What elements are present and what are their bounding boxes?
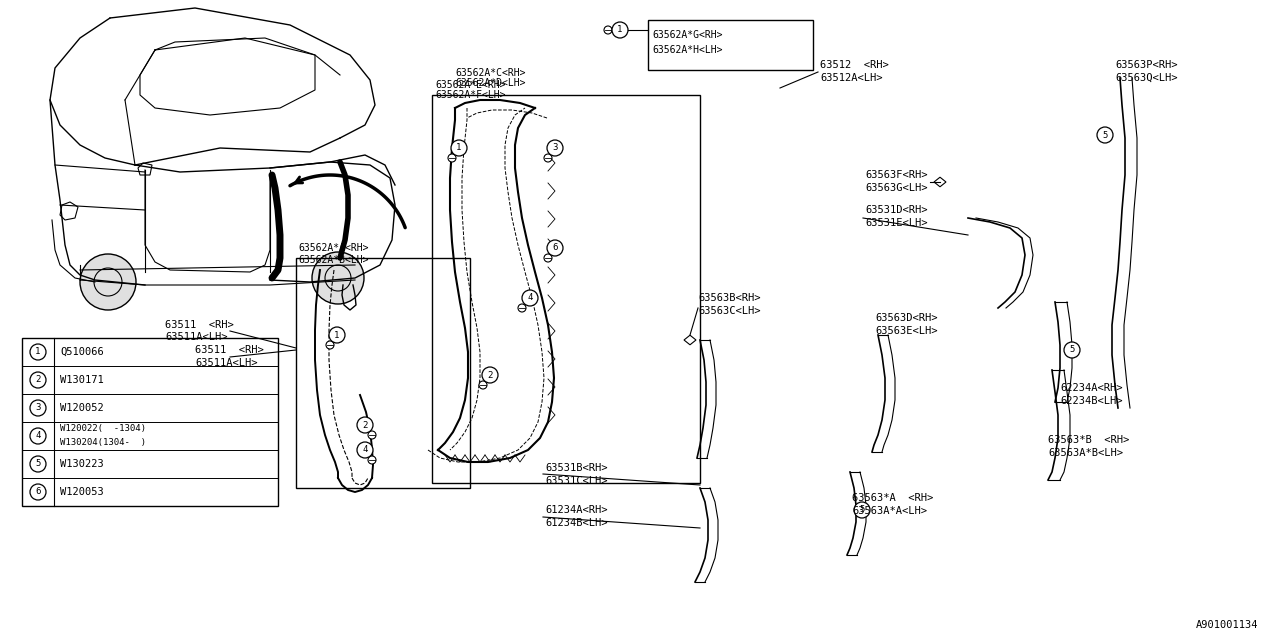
Text: 63531B<RH>: 63531B<RH> — [545, 463, 608, 473]
Circle shape — [1097, 127, 1114, 143]
Circle shape — [29, 484, 46, 500]
Circle shape — [448, 154, 456, 162]
Text: 4: 4 — [527, 294, 532, 303]
Text: 5: 5 — [1069, 346, 1075, 355]
Circle shape — [451, 140, 467, 156]
Text: 63562A*E<RH>: 63562A*E<RH> — [435, 80, 506, 90]
Text: 2: 2 — [362, 420, 367, 429]
Text: 61234A<RH>: 61234A<RH> — [545, 505, 608, 515]
Text: 5: 5 — [859, 506, 865, 515]
Text: 63563F<RH>: 63563F<RH> — [865, 170, 928, 180]
Circle shape — [547, 240, 563, 256]
Text: W120052: W120052 — [60, 403, 104, 413]
Circle shape — [483, 367, 498, 383]
Circle shape — [604, 26, 612, 34]
Text: 63563A*B<LH>: 63563A*B<LH> — [1048, 448, 1123, 458]
Text: Q510066: Q510066 — [60, 347, 104, 357]
Text: 63562A*D<LH>: 63562A*D<LH> — [454, 78, 526, 88]
Circle shape — [29, 372, 46, 388]
Text: W120022(  -1304): W120022( -1304) — [60, 424, 146, 433]
Circle shape — [522, 290, 538, 306]
Text: 63562A*H<LH>: 63562A*H<LH> — [652, 45, 722, 55]
Text: 63512A<LH>: 63512A<LH> — [820, 73, 882, 83]
Circle shape — [29, 428, 46, 444]
Bar — [433, 95, 700, 483]
Text: 63511A<LH>: 63511A<LH> — [195, 358, 257, 368]
Text: 63563C<LH>: 63563C<LH> — [698, 306, 760, 316]
Text: 4: 4 — [36, 431, 41, 440]
Circle shape — [326, 341, 334, 349]
Text: 63563G<LH>: 63563G<LH> — [865, 183, 928, 193]
Text: W130223: W130223 — [60, 459, 104, 469]
Bar — [296, 258, 470, 488]
Circle shape — [1064, 342, 1080, 358]
Text: 63563Q<LH>: 63563Q<LH> — [1115, 73, 1178, 83]
Text: 63563*A  <RH>: 63563*A <RH> — [852, 493, 933, 503]
Text: 1: 1 — [36, 348, 41, 356]
Text: 63562A*B<LH>: 63562A*B<LH> — [298, 255, 369, 265]
Text: 63563A*A<LH>: 63563A*A<LH> — [852, 506, 927, 516]
Text: 1: 1 — [456, 143, 462, 152]
Circle shape — [329, 327, 346, 343]
Circle shape — [479, 381, 486, 389]
Circle shape — [547, 140, 563, 156]
Text: 2: 2 — [488, 371, 493, 380]
Text: 63562A*F<LH>: 63562A*F<LH> — [435, 90, 506, 100]
Text: W130171: W130171 — [60, 375, 104, 385]
Text: 1: 1 — [334, 330, 339, 339]
Text: 63563B<RH>: 63563B<RH> — [698, 293, 760, 303]
Text: 6: 6 — [552, 243, 558, 253]
Text: 63511  <RH>: 63511 <RH> — [165, 320, 234, 330]
Text: 6: 6 — [36, 488, 41, 497]
Circle shape — [29, 456, 46, 472]
Text: 63512  <RH>: 63512 <RH> — [820, 60, 888, 70]
Text: 63531D<RH>: 63531D<RH> — [865, 205, 928, 215]
Text: 1: 1 — [617, 26, 622, 35]
Circle shape — [854, 502, 870, 518]
Text: 63563P<RH>: 63563P<RH> — [1115, 60, 1178, 70]
Text: 63563E<LH>: 63563E<LH> — [876, 326, 937, 336]
Bar — [648, 20, 813, 70]
Circle shape — [29, 400, 46, 416]
Bar — [22, 338, 278, 506]
Circle shape — [544, 154, 552, 162]
Circle shape — [518, 304, 526, 312]
Text: 63531E<LH>: 63531E<LH> — [865, 218, 928, 228]
Circle shape — [79, 254, 136, 310]
Circle shape — [369, 431, 376, 439]
Text: W120053: W120053 — [60, 487, 104, 497]
Circle shape — [357, 417, 372, 433]
Text: 5: 5 — [36, 460, 41, 468]
Text: 4: 4 — [362, 445, 367, 454]
Text: W130204(1304-  ): W130204(1304- ) — [60, 438, 146, 447]
Text: 63531C<LH>: 63531C<LH> — [545, 476, 608, 486]
Text: 62234B<LH>: 62234B<LH> — [1060, 396, 1123, 406]
Text: 5: 5 — [1102, 131, 1107, 140]
Text: 63511A<LH>: 63511A<LH> — [165, 332, 228, 342]
Text: 3: 3 — [552, 143, 558, 152]
Text: 63511  <RH>: 63511 <RH> — [195, 345, 264, 355]
Text: 63562A*G<RH>: 63562A*G<RH> — [652, 30, 722, 40]
Circle shape — [612, 22, 628, 38]
Text: 3: 3 — [36, 403, 41, 413]
Text: 2: 2 — [36, 376, 41, 385]
Text: 61234B<LH>: 61234B<LH> — [545, 518, 608, 528]
Text: 63562A*A<RH>: 63562A*A<RH> — [298, 243, 369, 253]
Circle shape — [544, 254, 552, 262]
Circle shape — [357, 442, 372, 458]
Circle shape — [312, 252, 364, 304]
Text: 63563*B  <RH>: 63563*B <RH> — [1048, 435, 1129, 445]
Text: 63562A*C<RH>: 63562A*C<RH> — [454, 68, 526, 78]
Text: 63563D<RH>: 63563D<RH> — [876, 313, 937, 323]
Circle shape — [29, 344, 46, 360]
Text: A901001134: A901001134 — [1196, 620, 1258, 630]
Circle shape — [369, 456, 376, 464]
Text: 62234A<RH>: 62234A<RH> — [1060, 383, 1123, 393]
